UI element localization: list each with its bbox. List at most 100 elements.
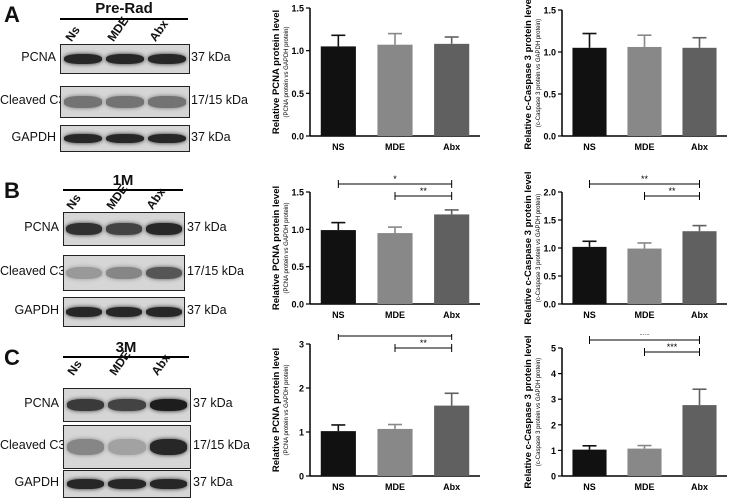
x-tick-label: NS xyxy=(332,482,345,492)
protein-band xyxy=(108,398,146,412)
protein-band xyxy=(149,439,188,455)
x-tick-label: MDE xyxy=(635,310,655,320)
x-tick-label: MDE xyxy=(385,142,405,152)
significance-marker: ** xyxy=(668,186,676,196)
y-tick-label: 0.5 xyxy=(291,262,304,272)
y-tick-label: 1.0 xyxy=(543,48,556,58)
x-tick-label: NS xyxy=(583,142,596,152)
y-axis-label: Relative c-Caspase 3 protein level xyxy=(523,171,534,324)
blot-row-label: Cleaved C3 xyxy=(0,264,66,278)
bar-mde xyxy=(627,46,662,136)
molecular-weight-label: 37 kDa xyxy=(187,303,227,317)
bar-ns xyxy=(572,449,607,476)
x-tick-label: MDE xyxy=(385,482,405,492)
significance-marker: ** xyxy=(641,174,649,184)
y-tick-label: 1 xyxy=(551,446,556,456)
y-tick-label: 1.5 xyxy=(291,4,304,14)
molecular-weight-label: 17/15 kDa xyxy=(191,93,248,107)
y-tick-label: 0.0 xyxy=(291,132,304,142)
y-axis-label: Relative PCNA protein level xyxy=(271,348,282,472)
protein-band xyxy=(145,266,182,280)
x-tick-label: MDE xyxy=(635,482,655,492)
significance-marker: *** xyxy=(667,342,678,352)
x-tick-label: NS xyxy=(583,482,596,492)
blot-row-label: GAPDH xyxy=(11,129,56,144)
bar-abx xyxy=(434,43,470,137)
bar-chart: 0 1 2 3 Relative PCNA protein level (PCNA pro… xyxy=(271,334,480,492)
blot-row-label: PCNA xyxy=(21,50,56,64)
y-tick-label: 1.0 xyxy=(291,46,304,56)
bar-ns xyxy=(572,246,607,304)
western-blot-strip xyxy=(63,388,191,422)
y-axis-sublabel: (c-Caspase 3 protein vs GAPDH protein) xyxy=(536,194,542,302)
protein-band xyxy=(105,133,145,144)
x-tick-label: Abx xyxy=(443,482,460,492)
western-blot-strip xyxy=(60,86,190,118)
y-tick-label: 2 xyxy=(299,384,304,394)
x-tick-label: MDE xyxy=(635,142,655,152)
western-blot-strip xyxy=(63,255,185,291)
x-tick-label: NS xyxy=(332,142,345,152)
y-tick-label: 1.0 xyxy=(291,225,304,235)
bar-mde xyxy=(377,233,413,304)
protein-band xyxy=(66,266,103,280)
protein-band xyxy=(63,53,102,65)
protein-band xyxy=(106,306,142,318)
protein-band xyxy=(105,96,145,108)
y-tick-label: 3 xyxy=(551,395,556,405)
y-axis-sublabel: (PCNA protein vs GAPDH protein) xyxy=(284,202,290,293)
y-tick-label: 0.5 xyxy=(543,272,556,282)
protein-band xyxy=(148,96,187,108)
molecular-weight-label: 37 kDa xyxy=(187,220,227,234)
bar-chart: 0.0 0.5 1.0 1.5 Relative PCNA protein level(… xyxy=(271,174,480,320)
molecular-weight-label: 37 kDa xyxy=(193,396,233,410)
bar-ns xyxy=(320,431,356,476)
panel-letter: A xyxy=(4,2,20,27)
molecular-weight-label: 37 kDa xyxy=(191,129,231,144)
bar-chart: 0.0 0.5 1.0 1.5 2.0 Relative c-Caspase 3 prot… xyxy=(523,171,727,325)
blot-title: 3M xyxy=(115,339,137,356)
y-tick-label: 5 xyxy=(551,344,556,354)
panel-letter: B xyxy=(4,178,20,203)
x-tick-label: Abx xyxy=(691,142,708,152)
y-tick-label: 0.5 xyxy=(543,90,556,100)
x-tick-label: Abx xyxy=(443,310,460,320)
blot-title: Pre-Rad xyxy=(95,0,153,17)
y-axis-label: Relative PCNA protein level xyxy=(271,10,282,134)
protein-band xyxy=(148,133,187,144)
x-tick-label: Abx xyxy=(691,482,708,492)
y-tick-label: 0.0 xyxy=(543,300,556,310)
protein-band xyxy=(108,479,146,489)
bar-mde xyxy=(627,248,662,304)
western-blot-strip xyxy=(63,425,191,469)
protein-band xyxy=(108,439,146,455)
bar-ns xyxy=(572,47,607,136)
y-tick-label: 1.5 xyxy=(543,216,556,226)
significance-marker: ** xyxy=(391,334,399,336)
y-axis-sublabel: (c-Caspase 3 protein vs GAPDH protein) xyxy=(536,19,542,127)
y-tick-label: 1.5 xyxy=(543,6,556,16)
lane-label: Ns xyxy=(62,23,83,44)
protein-band xyxy=(105,53,145,65)
bar-chart: 0.0 0.5 1.0 1.5 Relative c-Caspase 3 protein… xyxy=(523,0,727,152)
protein-band xyxy=(66,439,105,455)
blot-row-label: Cleaved C3 xyxy=(0,93,66,107)
y-tick-label: 1.5 xyxy=(291,188,304,198)
y-axis-sublabel: (PCNA protein vs GAPDH protein) xyxy=(284,26,290,117)
title-rule xyxy=(63,356,189,358)
protein-band xyxy=(106,266,142,280)
y-tick-label: 4 xyxy=(551,369,556,379)
protein-band xyxy=(66,479,105,489)
protein-band xyxy=(149,479,188,489)
bar-ns xyxy=(320,46,356,136)
y-axis-label: Relative c-Caspase 3 protein level xyxy=(523,335,534,488)
y-tick-label: 3 xyxy=(299,340,304,350)
y-tick-label: 0 xyxy=(299,472,304,482)
y-axis-sublabel: (PCNA protein vs GAPDH protein) xyxy=(284,364,290,455)
y-axis-label: Relative c-Caspase 3 protein level xyxy=(523,0,534,150)
molecular-weight-label: 37 kDa xyxy=(191,50,231,64)
bar-chart: 0.0 0.5 1.0 1.5 Relative PCNA protein level(… xyxy=(271,4,480,152)
x-tick-label: Abx xyxy=(691,310,708,320)
western-blot-strip xyxy=(60,44,190,74)
blot-row-label: PCNA xyxy=(24,396,59,410)
